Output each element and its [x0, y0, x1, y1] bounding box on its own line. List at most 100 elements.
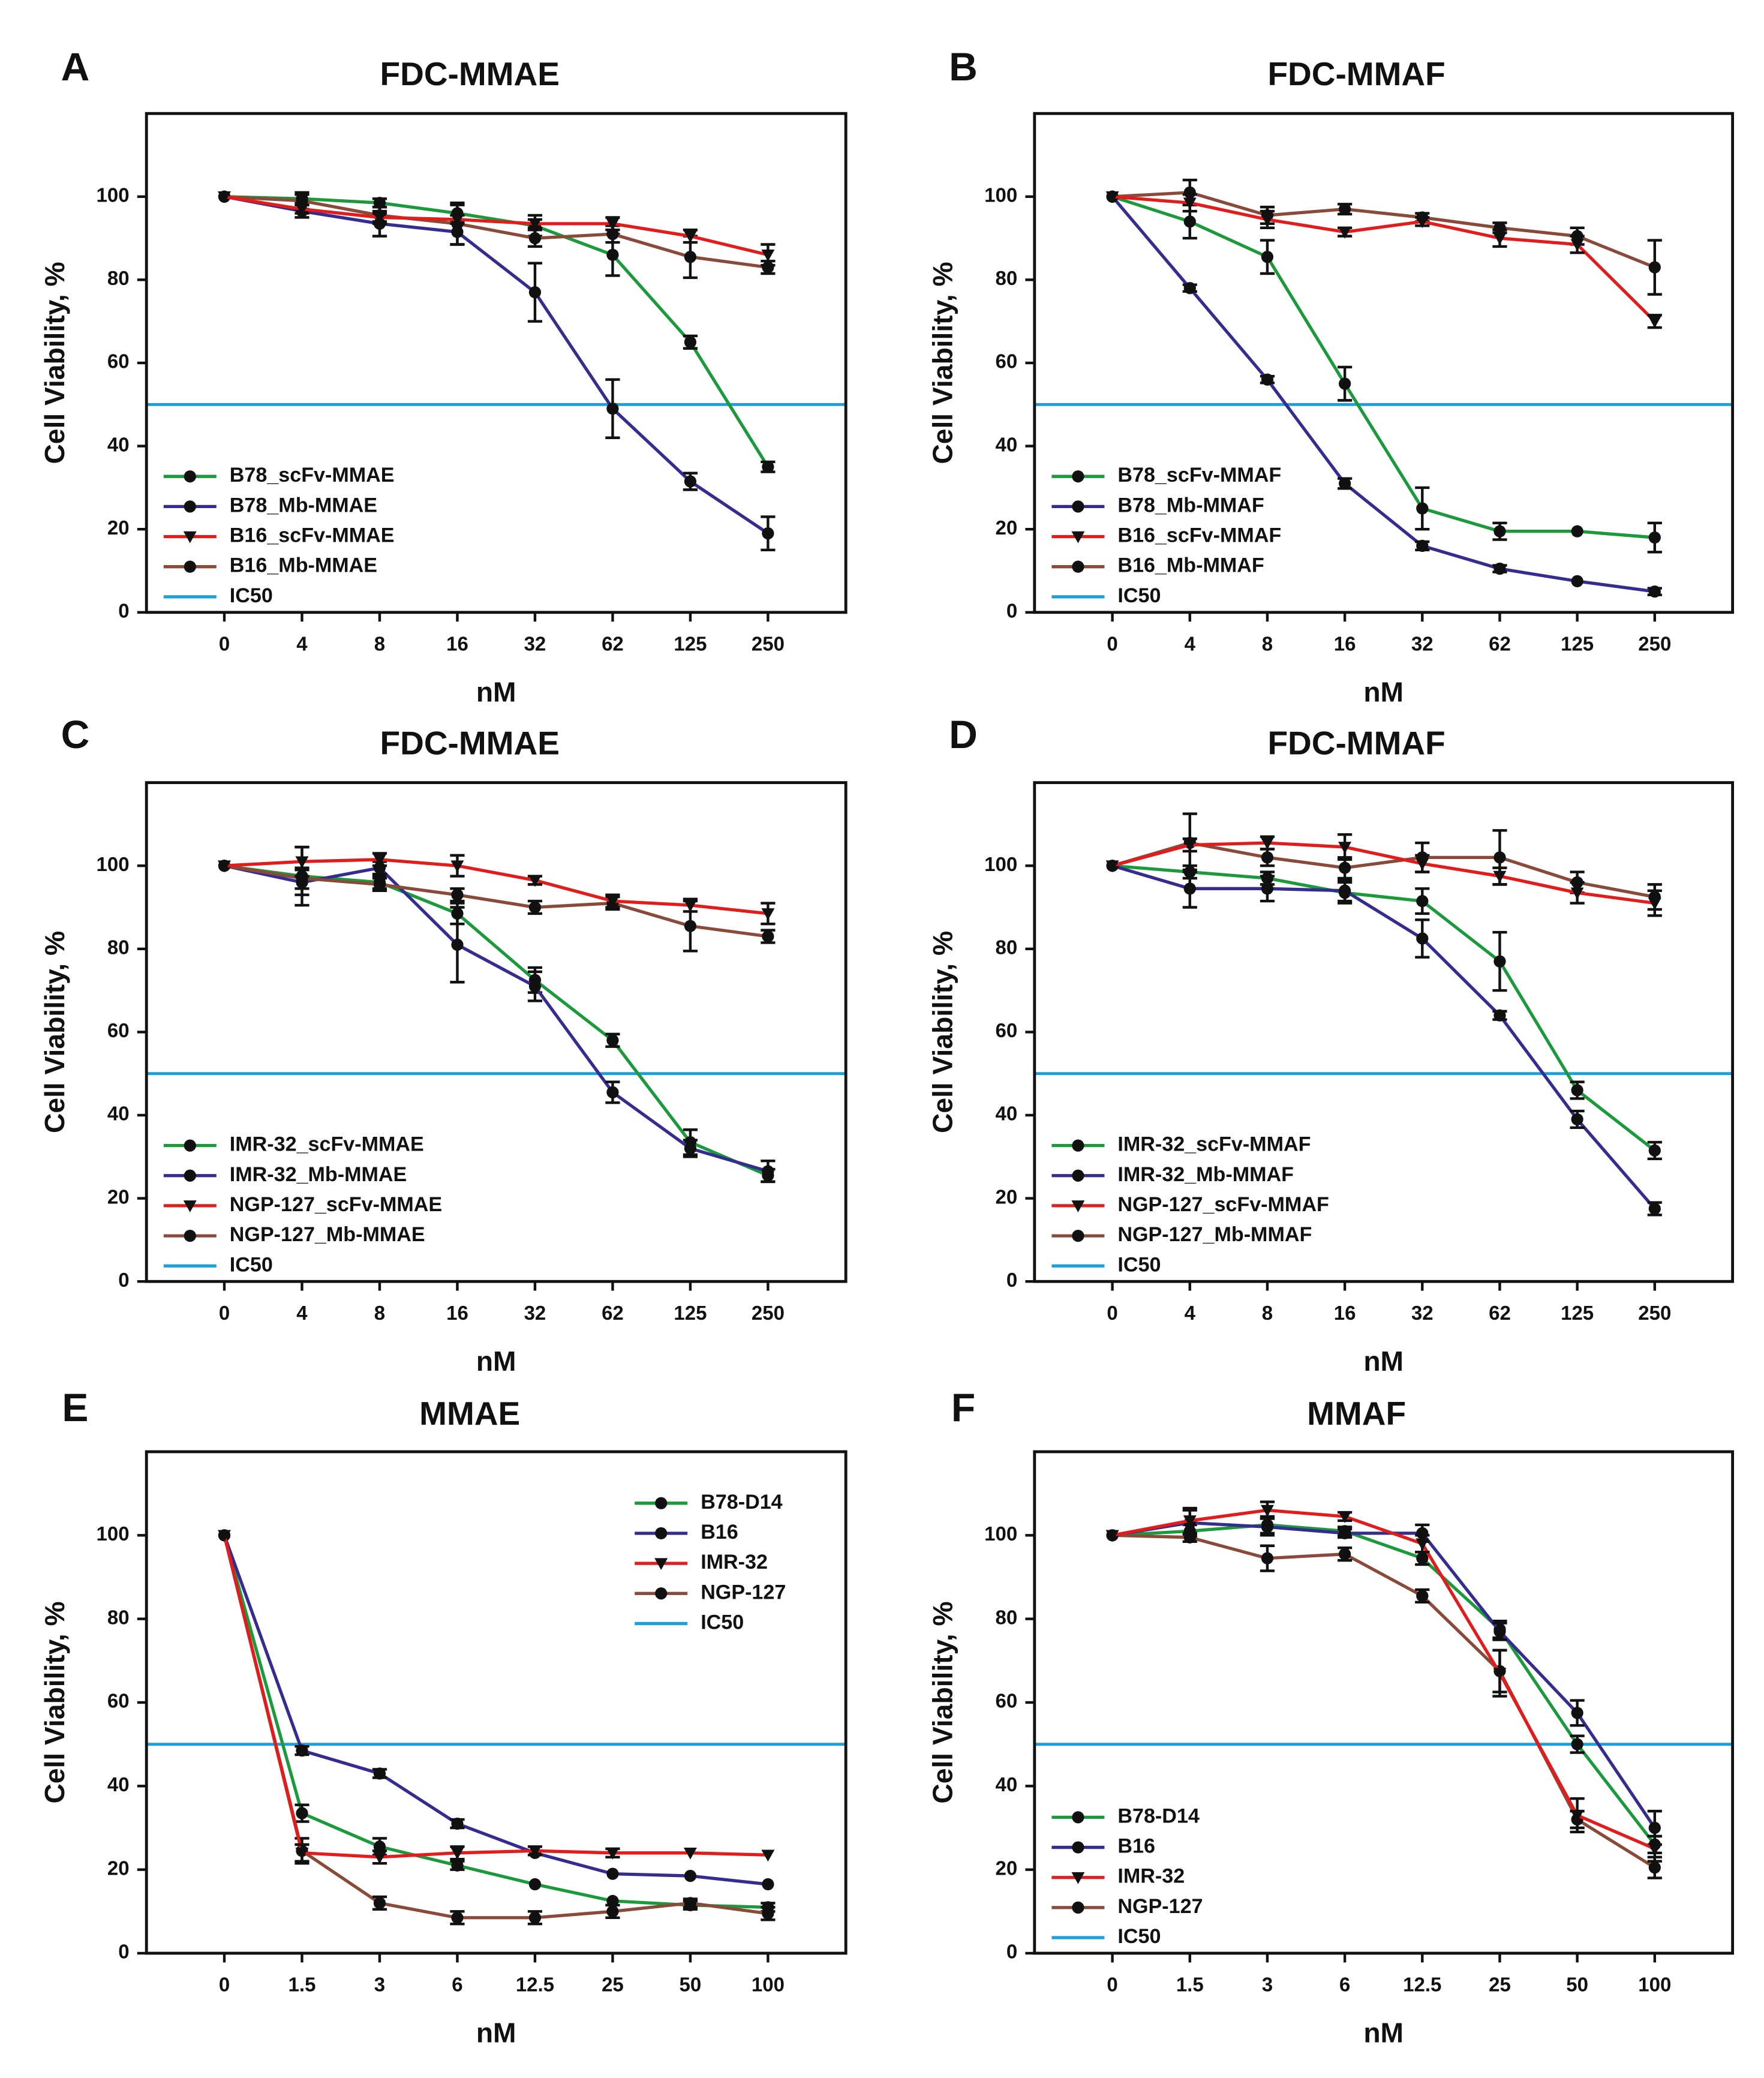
- x-tick-label: 100: [752, 1974, 785, 1996]
- panel-title: MMAF: [1307, 1395, 1406, 1432]
- data-point: [1261, 851, 1274, 864]
- data-point: [1571, 1707, 1583, 1719]
- x-tick-label: 250: [752, 1302, 785, 1324]
- legend-label: IC50: [1117, 1925, 1161, 1948]
- data-point: [762, 1165, 774, 1178]
- data-point: [218, 1530, 231, 1542]
- data-point: [528, 218, 542, 230]
- legend-marker: [655, 1527, 668, 1540]
- data-point: [1183, 839, 1197, 852]
- data-point: [528, 980, 542, 993]
- x-tick-label: 62: [1489, 1302, 1511, 1324]
- data-point: [1493, 1668, 1507, 1680]
- legend-label: B16_scFv-MMAE: [230, 524, 395, 547]
- data-point: [1183, 215, 1196, 228]
- data-point: [684, 920, 697, 932]
- data-point: [683, 1848, 697, 1860]
- data-point: [1338, 842, 1352, 854]
- legend-label: IC50: [230, 1253, 273, 1276]
- data-point: [528, 1911, 542, 1924]
- legend-marker: [655, 1587, 668, 1600]
- data-point: [450, 860, 464, 873]
- data-point: [372, 212, 386, 224]
- legend-marker: [1071, 1872, 1085, 1884]
- data-point: [1570, 239, 1584, 251]
- legend-label: B78_Mb-MMAE: [230, 494, 377, 517]
- data-point: [528, 1878, 542, 1891]
- y-tick-label: 80: [995, 936, 1017, 959]
- legend-label: IMR-32_Mb-MMAF: [1117, 1163, 1294, 1186]
- y-tick-label: 40: [107, 1773, 130, 1795]
- legend-label: NGP-127_Mb-MMAE: [230, 1223, 425, 1246]
- x-tick-label: 12.5: [516, 1974, 554, 1996]
- data-point: [296, 1744, 308, 1757]
- y-tick-label: 0: [118, 1269, 129, 1291]
- data-point: [1648, 1861, 1661, 1874]
- legend-marker: [654, 1558, 668, 1570]
- legend-marker: [1071, 1200, 1085, 1212]
- panel-letter: E: [62, 1385, 88, 1430]
- legend-label: IC50: [1117, 1253, 1161, 1276]
- y-axis-label: Cell Viability, %: [927, 931, 958, 1133]
- data-point: [606, 1034, 619, 1047]
- data-point: [1416, 932, 1429, 945]
- y-tick-label: 60: [107, 350, 130, 373]
- legend-label: NGP-127_scFv-MMAF: [1117, 1193, 1329, 1216]
- data-point: [1571, 575, 1583, 587]
- x-tick-label: 0: [219, 633, 230, 655]
- x-tick-label: 250: [1638, 633, 1671, 655]
- data-point: [1648, 897, 1661, 910]
- legend-marker: [1072, 1139, 1084, 1152]
- legend-label: B16: [1117, 1835, 1155, 1858]
- data-point: [1260, 1505, 1274, 1517]
- data-point: [1261, 251, 1274, 263]
- data-point: [372, 1851, 386, 1864]
- data-point: [606, 896, 620, 908]
- data-point: [1570, 1810, 1584, 1822]
- data-point: [528, 232, 542, 245]
- y-tick-label: 100: [984, 1523, 1017, 1545]
- data-point: [1648, 585, 1661, 598]
- plot-frame: [145, 1450, 848, 1955]
- x-tick-label: 8: [1262, 1302, 1273, 1324]
- x-tick-label: 4: [296, 633, 308, 655]
- x-tick-label: 100: [1638, 1974, 1671, 1996]
- data-point: [1493, 562, 1506, 575]
- y-tick-label: 80: [107, 936, 130, 959]
- y-tick-label: 80: [995, 267, 1017, 289]
- x-axis-label: nM: [476, 2017, 516, 2049]
- panel-letter: A: [61, 44, 90, 89]
- x-tick-label: 32: [524, 633, 546, 655]
- legend-label: B78-D14: [701, 1491, 782, 1514]
- y-tick-label: 0: [118, 1941, 129, 1963]
- data-point: [1183, 1515, 1197, 1527]
- y-axis-label: Cell Viability, %: [39, 1601, 70, 1803]
- legend-marker: [1072, 1169, 1084, 1182]
- data-point: [762, 930, 774, 943]
- legend-label: IMR-32: [701, 1551, 768, 1573]
- data-point: [1493, 870, 1507, 883]
- data-point: [1648, 1843, 1661, 1855]
- series-line: [223, 1535, 768, 1859]
- legend-marker: [184, 1229, 196, 1242]
- legend-label: IC50: [701, 1611, 744, 1633]
- data-point: [684, 1897, 697, 1909]
- data-point: [1260, 837, 1274, 850]
- y-tick-label: 60: [107, 1019, 130, 1041]
- data-point: [761, 1849, 775, 1862]
- data-point: [762, 527, 774, 540]
- x-axis-label: nM: [476, 1346, 516, 1377]
- legend-marker: [184, 470, 196, 483]
- legend-marker: [1072, 500, 1084, 513]
- y-tick-label: 0: [1006, 1269, 1017, 1291]
- data-point: [1338, 377, 1351, 390]
- legend-label: B78_scFv-MMAE: [230, 464, 395, 487]
- legend-marker: [655, 1497, 668, 1509]
- x-tick-label: 16: [1334, 1302, 1356, 1324]
- legend-marker: [1072, 470, 1084, 483]
- data-point: [606, 218, 620, 230]
- panel-title: MMAE: [419, 1395, 520, 1432]
- x-axis-label: nM: [1363, 2017, 1404, 2049]
- x-axis-label: nM: [1363, 1346, 1404, 1377]
- y-tick-label: 40: [995, 1773, 1017, 1795]
